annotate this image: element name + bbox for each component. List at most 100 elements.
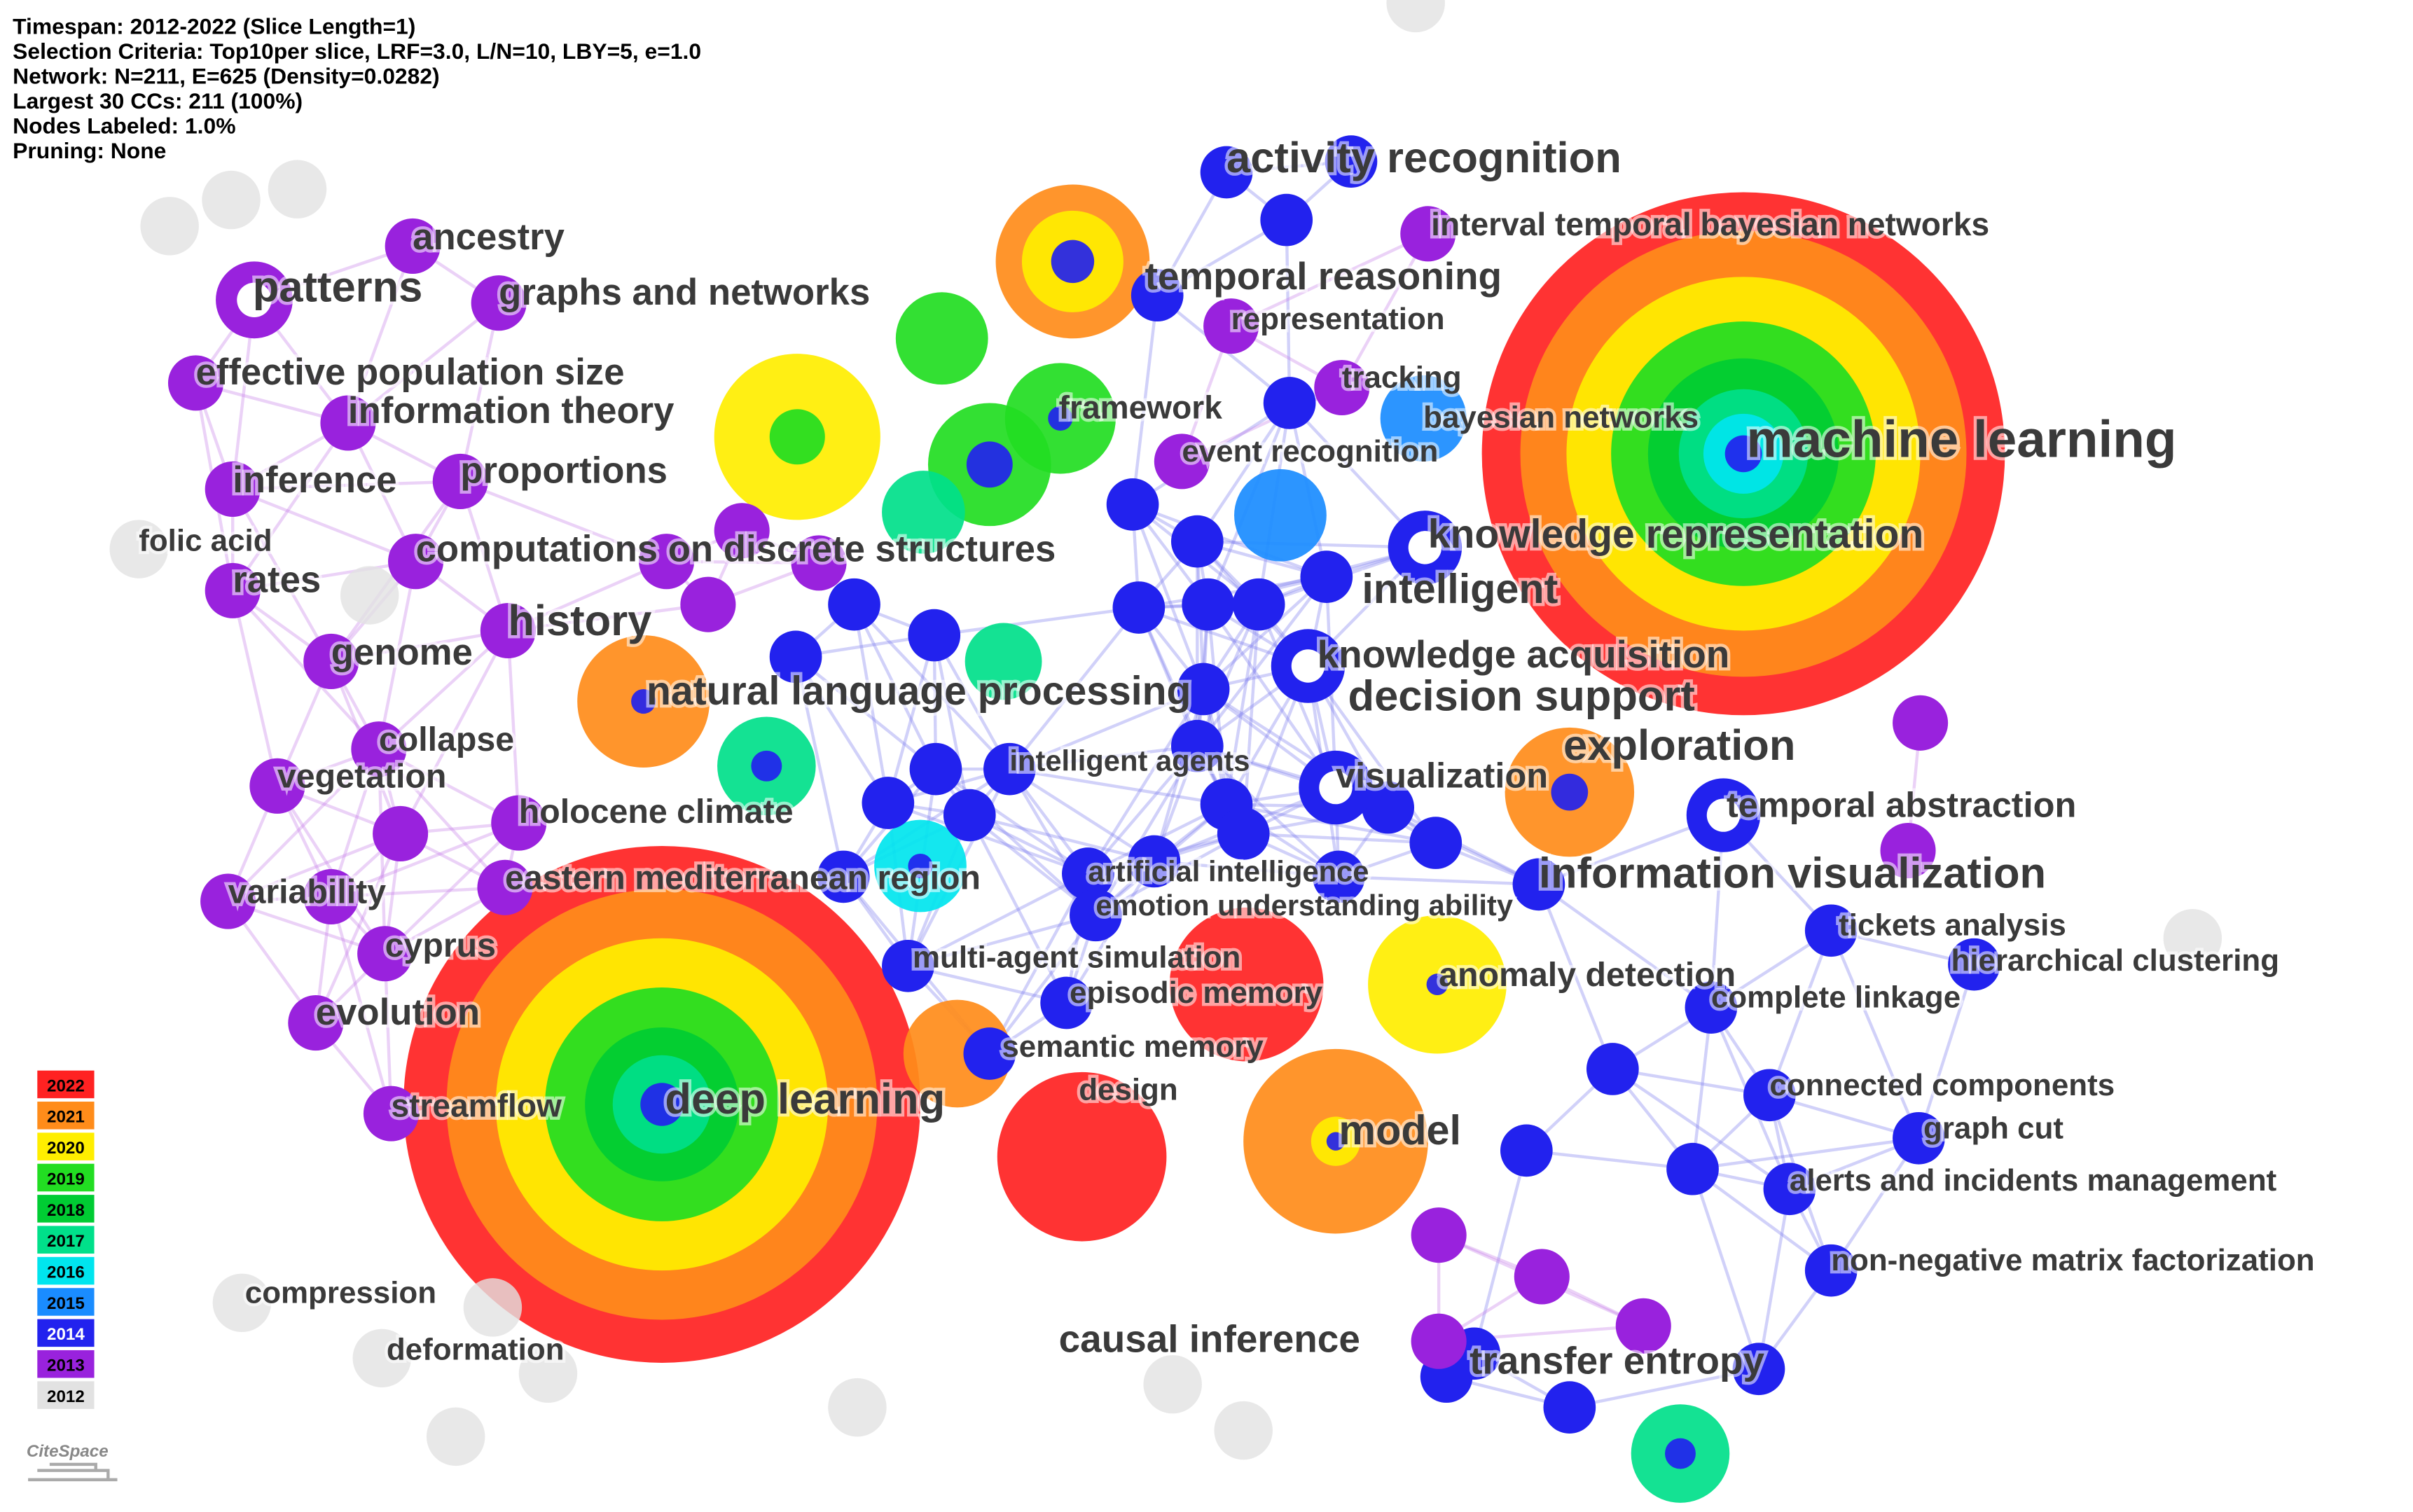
node <box>1893 695 1949 751</box>
edge <box>886 634 936 804</box>
edge <box>1131 295 1159 505</box>
legend-year: 2014 <box>47 1325 85 1344</box>
node-ring <box>1551 773 1589 811</box>
node <box>1325 135 1378 188</box>
legend-swatch <box>37 1132 95 1160</box>
labels: activity recognition interval temporal ba… <box>136 131 2318 1385</box>
node <box>480 602 536 659</box>
node <box>817 850 870 903</box>
node <box>1070 889 1122 942</box>
node-label: exploration <box>1563 721 1795 770</box>
edge <box>378 748 506 889</box>
legend-year: 2017 <box>47 1232 85 1251</box>
node-label: transfer entropy <box>1470 1338 1764 1382</box>
edge <box>907 913 1096 968</box>
edge <box>1131 401 1291 506</box>
edge <box>1202 576 1328 691</box>
node-label: knowledge acquisition <box>1318 632 1730 676</box>
node <box>1128 835 1181 888</box>
node-ring <box>895 292 988 385</box>
node <box>1203 298 1259 354</box>
edge <box>932 634 972 816</box>
edge <box>794 656 890 804</box>
node-ring <box>1380 375 1467 462</box>
edge <box>1009 768 1156 863</box>
edge <box>231 488 333 663</box>
header-line: Selection Criteria: Top10per slice, LRF=… <box>13 39 701 64</box>
edge <box>377 561 417 750</box>
node-label: design <box>1079 1072 1178 1107</box>
node <box>202 170 261 230</box>
node <box>1880 823 1936 879</box>
edge <box>1691 1168 1761 1370</box>
edge <box>384 821 520 955</box>
node <box>791 535 847 591</box>
node-label: causal inference <box>1059 1317 1360 1361</box>
node-label: temporal abstraction <box>1727 784 2077 824</box>
edge <box>907 964 1067 1005</box>
node <box>385 218 441 274</box>
node-ring <box>964 623 1042 700</box>
node-label: eastern mediterranean region <box>505 859 981 896</box>
edge <box>331 629 509 663</box>
node-label: folic acid <box>139 523 272 557</box>
node-label: deep learning <box>665 1075 945 1123</box>
legend-year: 2018 <box>47 1201 85 1220</box>
node <box>1804 904 1858 957</box>
edge <box>506 630 520 824</box>
node <box>983 742 1036 796</box>
node-label: holocene climate <box>519 793 794 831</box>
node-label: information theory <box>348 390 675 431</box>
nodes <box>109 0 2222 1503</box>
node-label: knowledge representation <box>1428 512 1923 557</box>
legend-swatch <box>37 1226 95 1254</box>
legend-swatch <box>37 1256 95 1285</box>
edge <box>1243 832 1436 845</box>
node <box>140 197 199 256</box>
legend-year: 2020 <box>47 1139 85 1158</box>
edge <box>1086 688 1205 875</box>
node <box>1409 817 1463 869</box>
node <box>1040 976 1093 1029</box>
edge <box>232 560 416 592</box>
node <box>1386 0 1445 33</box>
node-label: connected components <box>1769 1068 2115 1102</box>
node <box>491 795 547 851</box>
node <box>769 630 822 684</box>
node-label: activity recognition <box>1226 134 1622 182</box>
edge <box>1691 1007 1713 1170</box>
node-label: decision support <box>1348 672 1695 721</box>
node-ring <box>769 409 825 465</box>
node <box>1763 1163 1816 1216</box>
node <box>1586 1043 1639 1095</box>
node <box>303 633 359 689</box>
edge <box>1138 575 1327 609</box>
node <box>1263 377 1316 429</box>
edge <box>934 768 1089 875</box>
header-line: Timespan: 2012-2022 (Slice Length=1) <box>13 13 415 39</box>
node <box>352 1329 411 1388</box>
node <box>1214 1401 1273 1460</box>
node <box>268 160 327 219</box>
edge <box>1285 220 1292 403</box>
node-label: machine learning <box>1746 409 2176 468</box>
node <box>882 939 934 992</box>
node-label: streamflow <box>391 1088 562 1124</box>
legend-year: 2021 <box>47 1108 85 1127</box>
legend-year: 2013 <box>47 1357 85 1375</box>
node <box>1300 550 1353 603</box>
node <box>357 926 413 982</box>
edge <box>329 896 393 1114</box>
node <box>205 461 261 517</box>
node <box>714 503 770 559</box>
edge <box>1196 402 1291 543</box>
edge <box>378 629 509 751</box>
node <box>1154 434 1210 490</box>
edge <box>231 422 350 592</box>
node-hole <box>1408 531 1442 564</box>
node <box>303 868 359 924</box>
node <box>1112 581 1166 634</box>
node <box>373 805 429 861</box>
node <box>1131 269 1184 322</box>
node-label: effective population size <box>196 352 625 393</box>
